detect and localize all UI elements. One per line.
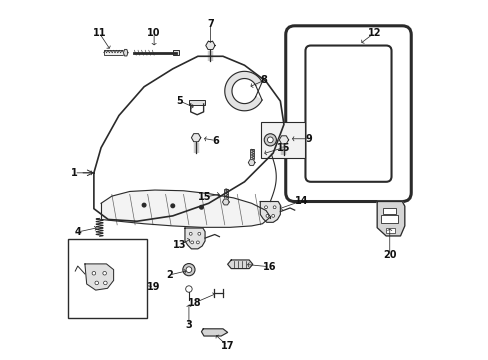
Polygon shape [101, 190, 269, 227]
Circle shape [92, 271, 96, 275]
Text: 3: 3 [185, 320, 192, 330]
Circle shape [265, 215, 268, 217]
Circle shape [185, 267, 191, 273]
Bar [249, 149, 253, 159]
Circle shape [264, 134, 276, 146]
Polygon shape [248, 159, 255, 166]
Bar [103, 50, 123, 55]
Circle shape [171, 204, 174, 208]
Polygon shape [227, 260, 252, 269]
Polygon shape [184, 228, 204, 249]
Circle shape [183, 264, 195, 276]
Bar [380, 215, 397, 223]
Circle shape [267, 137, 273, 143]
Bar [189, 100, 204, 105]
Text: 5: 5 [176, 96, 183, 106]
Circle shape [196, 241, 199, 244]
Text: 9: 9 [305, 134, 312, 144]
Circle shape [103, 281, 107, 285]
Circle shape [199, 206, 203, 209]
Polygon shape [123, 49, 128, 56]
Polygon shape [224, 71, 262, 111]
Text: 8: 8 [260, 75, 267, 85]
Polygon shape [205, 41, 215, 50]
Circle shape [185, 286, 192, 292]
Polygon shape [201, 329, 227, 336]
Text: 16: 16 [263, 262, 276, 272]
Polygon shape [279, 136, 288, 144]
Polygon shape [191, 134, 201, 142]
Text: 4: 4 [74, 227, 81, 237]
Polygon shape [260, 202, 280, 222]
Text: 2: 2 [165, 270, 172, 280]
Text: 19: 19 [147, 282, 161, 292]
Text: 11: 11 [92, 28, 106, 38]
Circle shape [198, 232, 201, 235]
Bar [382, 208, 395, 215]
Text: 1: 1 [71, 168, 78, 178]
Bar [260, 122, 305, 158]
Bar [68, 239, 147, 318]
Bar [172, 50, 179, 55]
Text: 15: 15 [276, 143, 289, 153]
Circle shape [102, 271, 106, 275]
Circle shape [189, 232, 192, 235]
Bar [386, 228, 394, 233]
Text: 12: 12 [367, 28, 380, 38]
Text: 18: 18 [188, 298, 202, 308]
Circle shape [190, 241, 193, 244]
Text: 10: 10 [147, 28, 161, 38]
Text: 6: 6 [212, 136, 219, 145]
Text: 15: 15 [197, 192, 211, 202]
Text: 14: 14 [295, 196, 308, 206]
Circle shape [142, 203, 145, 207]
Circle shape [271, 215, 274, 217]
Polygon shape [376, 202, 404, 236]
Text: 17: 17 [220, 341, 234, 351]
Text: 20: 20 [382, 249, 396, 260]
Bar [224, 189, 227, 199]
Text: 13: 13 [172, 240, 185, 250]
Text: 7: 7 [206, 19, 213, 29]
Polygon shape [85, 264, 113, 290]
Polygon shape [222, 199, 229, 205]
Circle shape [95, 281, 99, 285]
Circle shape [273, 206, 276, 209]
Circle shape [264, 206, 267, 209]
